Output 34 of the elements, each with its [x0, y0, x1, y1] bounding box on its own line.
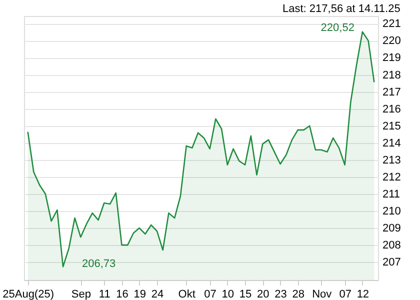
x-tick-label: 15	[239, 288, 252, 300]
x-tick-label: 20	[257, 288, 270, 300]
y-tick-label: 208	[382, 240, 401, 252]
x-tick-label: Sep	[71, 288, 91, 300]
x-tick-label: 16	[116, 288, 128, 300]
x-tick-label: 19	[134, 288, 146, 300]
y-tick-label: 210	[382, 206, 401, 218]
x-tick-label: 07	[339, 288, 352, 300]
annotation: 206,73	[82, 258, 116, 270]
y-tick-label: 212	[382, 171, 401, 184]
x-tick-label: Nov	[312, 288, 332, 300]
x-tick-label: 12	[356, 288, 370, 300]
x-tick-label: 24	[151, 288, 164, 300]
y-tick-label: 221	[382, 18, 401, 30]
x-tick-label: 10	[222, 288, 234, 300]
y-tick-label: 219	[382, 52, 401, 64]
x-tick-label: 25Aug(25)	[2, 288, 54, 300]
y-tick-label: 214	[382, 137, 401, 150]
y-tick-label: 217	[382, 86, 401, 98]
x-tick-label: 28	[292, 288, 304, 300]
y-tick-label: 213	[382, 154, 401, 166]
y-tick-label: 216	[382, 103, 401, 116]
y-tick-label: 207	[382, 256, 401, 269]
y-tick-label: 211	[382, 188, 400, 200]
y-tick-label: 209	[382, 222, 401, 235]
x-tick-label: 07	[204, 288, 216, 300]
x-tick-label: 23	[274, 288, 287, 300]
x-tick-label: Okt	[178, 288, 196, 300]
x-tick-label: 11	[98, 288, 110, 300]
annotation: 220,52	[320, 22, 354, 34]
y-tick-label: 215	[382, 120, 401, 132]
chart-title: Last: 217,56 at 14.11.25	[282, 3, 400, 15]
y-tick-label: 218	[382, 69, 401, 82]
y-tick-label: 220	[382, 35, 401, 48]
